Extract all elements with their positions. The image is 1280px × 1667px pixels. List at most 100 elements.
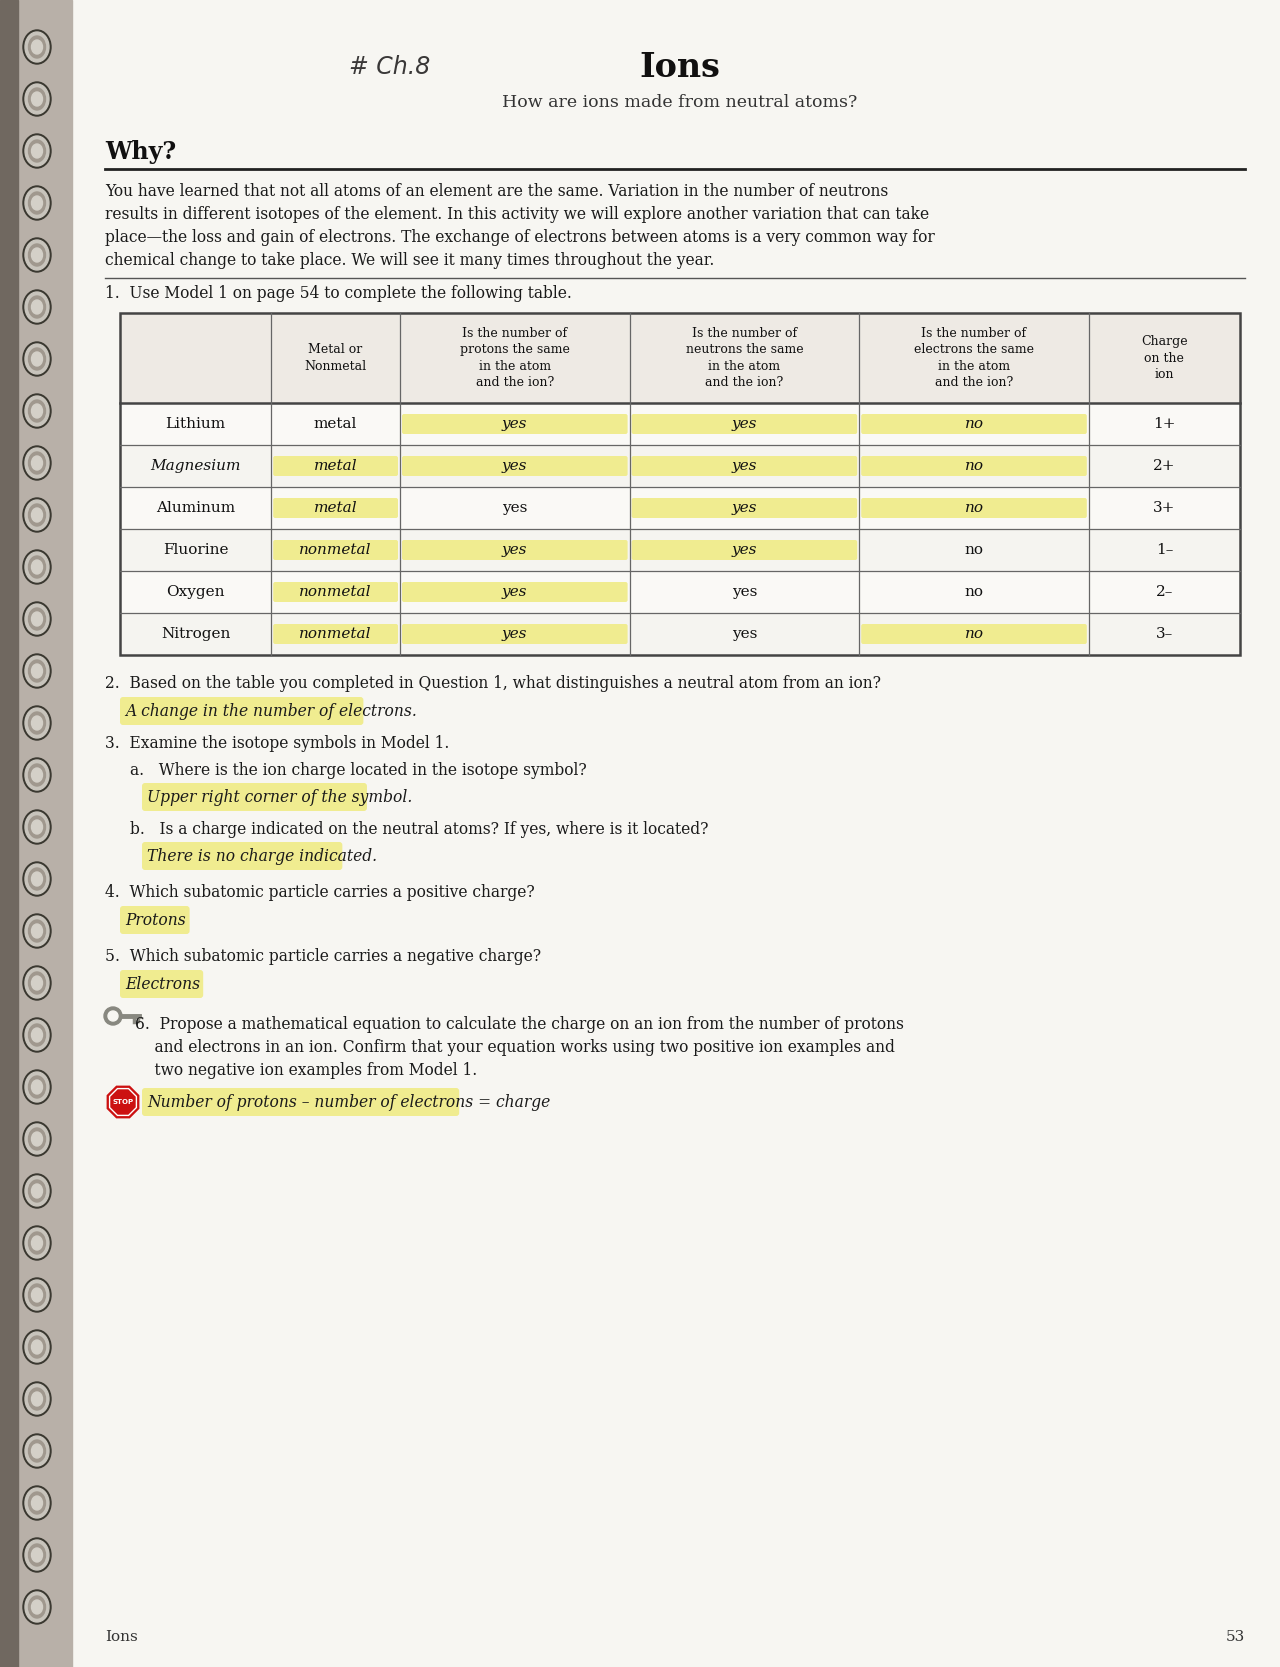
- Ellipse shape: [23, 914, 51, 949]
- Ellipse shape: [23, 238, 51, 272]
- Ellipse shape: [26, 137, 49, 167]
- Ellipse shape: [23, 1174, 51, 1209]
- Ellipse shape: [26, 397, 49, 427]
- FancyBboxPatch shape: [861, 498, 1087, 518]
- Bar: [0, 0, 18, 1667]
- Ellipse shape: [23, 602, 51, 637]
- FancyBboxPatch shape: [120, 697, 364, 725]
- Ellipse shape: [28, 869, 46, 890]
- Text: 1+: 1+: [1153, 417, 1175, 432]
- Ellipse shape: [26, 1332, 49, 1362]
- Circle shape: [104, 1007, 122, 1025]
- Ellipse shape: [28, 1595, 46, 1619]
- Text: chemical change to take place. We will see it many times throughout the year.: chemical change to take place. We will s…: [105, 252, 714, 268]
- Ellipse shape: [28, 763, 46, 787]
- Text: Is the number of
protons the same
in the atom
and the ion?: Is the number of protons the same in the…: [460, 327, 570, 390]
- FancyBboxPatch shape: [402, 540, 627, 560]
- Text: Charge
on the
ion: Charge on the ion: [1140, 335, 1188, 382]
- Ellipse shape: [28, 920, 46, 942]
- FancyBboxPatch shape: [402, 457, 627, 477]
- Bar: [120, 613, 1240, 655]
- Ellipse shape: [26, 448, 49, 478]
- Text: place—the loss and gain of electrons. The exchange of electrons between atoms is: place—the loss and gain of electrons. Th…: [105, 228, 934, 245]
- Ellipse shape: [28, 1389, 46, 1410]
- FancyBboxPatch shape: [120, 970, 204, 999]
- Ellipse shape: [32, 1080, 42, 1094]
- Bar: [120, 403, 1240, 445]
- Ellipse shape: [23, 965, 51, 1000]
- FancyBboxPatch shape: [402, 582, 627, 602]
- Text: 1–: 1–: [1156, 543, 1172, 557]
- Text: two negative ion examples from Model 1.: two negative ion examples from Model 1.: [134, 1062, 477, 1079]
- Ellipse shape: [26, 1175, 49, 1205]
- Text: nonmetal: nonmetal: [300, 627, 372, 642]
- Ellipse shape: [23, 1330, 51, 1364]
- Ellipse shape: [28, 1075, 46, 1099]
- Text: yes: yes: [502, 417, 527, 432]
- Ellipse shape: [32, 1549, 42, 1562]
- FancyBboxPatch shape: [402, 413, 627, 433]
- Ellipse shape: [26, 240, 49, 270]
- Ellipse shape: [26, 864, 49, 894]
- Ellipse shape: [23, 447, 51, 480]
- FancyBboxPatch shape: [402, 623, 627, 643]
- Text: Oxygen: Oxygen: [166, 585, 225, 598]
- Text: yes: yes: [502, 627, 527, 642]
- Ellipse shape: [32, 1495, 42, 1510]
- Text: nonmetal: nonmetal: [300, 543, 372, 557]
- Bar: [120, 445, 1240, 487]
- Ellipse shape: [26, 1124, 49, 1154]
- FancyBboxPatch shape: [142, 842, 342, 870]
- Ellipse shape: [28, 1284, 46, 1305]
- Text: no: no: [965, 627, 983, 642]
- Text: You have learned that not all atoms of an element are the same. Variation in the: You have learned that not all atoms of a…: [105, 182, 888, 200]
- Text: yes: yes: [732, 502, 758, 515]
- FancyBboxPatch shape: [631, 498, 858, 518]
- Ellipse shape: [23, 1382, 51, 1415]
- Bar: [120, 313, 1240, 403]
- Text: There is no charge indicated.: There is no charge indicated.: [147, 847, 378, 865]
- Ellipse shape: [28, 503, 46, 527]
- Ellipse shape: [26, 500, 49, 530]
- Text: no: no: [965, 585, 983, 598]
- Ellipse shape: [26, 1592, 49, 1622]
- Text: no: no: [965, 417, 983, 432]
- Ellipse shape: [32, 612, 42, 627]
- Text: yes: yes: [732, 627, 756, 642]
- Ellipse shape: [32, 820, 42, 834]
- Ellipse shape: [32, 717, 42, 730]
- Ellipse shape: [23, 810, 51, 844]
- Ellipse shape: [28, 1335, 46, 1359]
- Ellipse shape: [32, 403, 42, 418]
- Text: 2–: 2–: [1156, 585, 1172, 598]
- Ellipse shape: [28, 1129, 46, 1150]
- Ellipse shape: [23, 653, 51, 688]
- Ellipse shape: [28, 140, 46, 162]
- Text: Electrons: Electrons: [125, 975, 200, 992]
- Bar: [120, 313, 1240, 655]
- Ellipse shape: [32, 143, 42, 158]
- Text: yes: yes: [732, 543, 758, 557]
- Ellipse shape: [28, 660, 46, 682]
- Ellipse shape: [23, 187, 51, 220]
- Text: Protons: Protons: [125, 912, 186, 929]
- Ellipse shape: [28, 972, 46, 994]
- Text: yes: yes: [732, 458, 758, 473]
- Text: yes: yes: [732, 417, 758, 432]
- Text: no: no: [965, 543, 983, 557]
- Ellipse shape: [23, 1590, 51, 1624]
- Ellipse shape: [23, 1539, 51, 1572]
- FancyBboxPatch shape: [142, 783, 367, 812]
- Text: Number of protons – number of electrons = charge: Number of protons – number of electrons …: [147, 1094, 550, 1110]
- Ellipse shape: [32, 1289, 42, 1302]
- Ellipse shape: [26, 708, 49, 738]
- Ellipse shape: [28, 1440, 46, 1462]
- Ellipse shape: [23, 1019, 51, 1052]
- Ellipse shape: [23, 82, 51, 117]
- Ellipse shape: [32, 975, 42, 990]
- Ellipse shape: [32, 663, 42, 678]
- Ellipse shape: [26, 83, 49, 113]
- Text: yes: yes: [502, 585, 527, 598]
- Ellipse shape: [32, 40, 42, 53]
- Ellipse shape: [28, 452, 46, 473]
